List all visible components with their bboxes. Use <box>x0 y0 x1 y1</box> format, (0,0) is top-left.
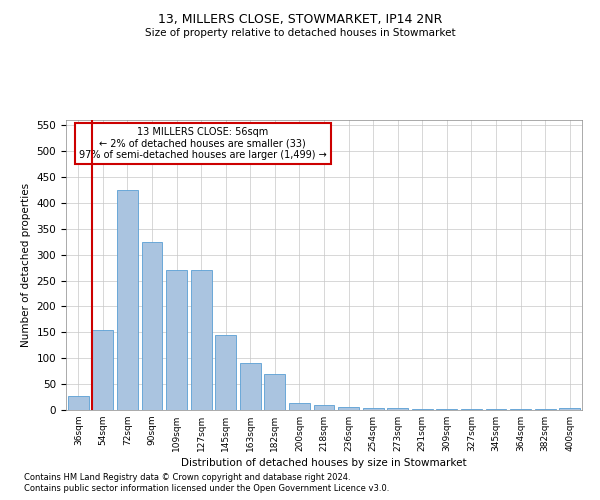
Bar <box>166 270 187 410</box>
X-axis label: Distribution of detached houses by size in Stowmarket: Distribution of detached houses by size … <box>181 458 467 468</box>
Bar <box>289 404 310 410</box>
Bar <box>362 408 383 410</box>
Text: Contains public sector information licensed under the Open Government Licence v3: Contains public sector information licen… <box>24 484 389 493</box>
Bar <box>559 408 580 410</box>
Bar <box>461 409 482 410</box>
Bar <box>338 408 359 410</box>
Bar <box>215 335 236 410</box>
Bar <box>240 364 261 410</box>
Text: Contains HM Land Registry data © Crown copyright and database right 2024.: Contains HM Land Registry data © Crown c… <box>24 472 350 482</box>
Bar <box>142 242 163 410</box>
Text: 13, MILLERS CLOSE, STOWMARKET, IP14 2NR: 13, MILLERS CLOSE, STOWMARKET, IP14 2NR <box>158 12 442 26</box>
Bar <box>387 408 408 410</box>
Bar <box>314 405 334 410</box>
Y-axis label: Number of detached properties: Number of detached properties <box>21 183 31 347</box>
Bar <box>436 409 457 410</box>
Bar <box>191 270 212 410</box>
Bar <box>117 190 138 410</box>
Bar <box>68 396 89 410</box>
Bar <box>92 330 113 410</box>
Bar <box>265 374 286 410</box>
Text: Size of property relative to detached houses in Stowmarket: Size of property relative to detached ho… <box>145 28 455 38</box>
Text: 13 MILLERS CLOSE: 56sqm
← 2% of detached houses are smaller (33)
97% of semi-det: 13 MILLERS CLOSE: 56sqm ← 2% of detached… <box>79 127 326 160</box>
Bar <box>412 409 433 410</box>
